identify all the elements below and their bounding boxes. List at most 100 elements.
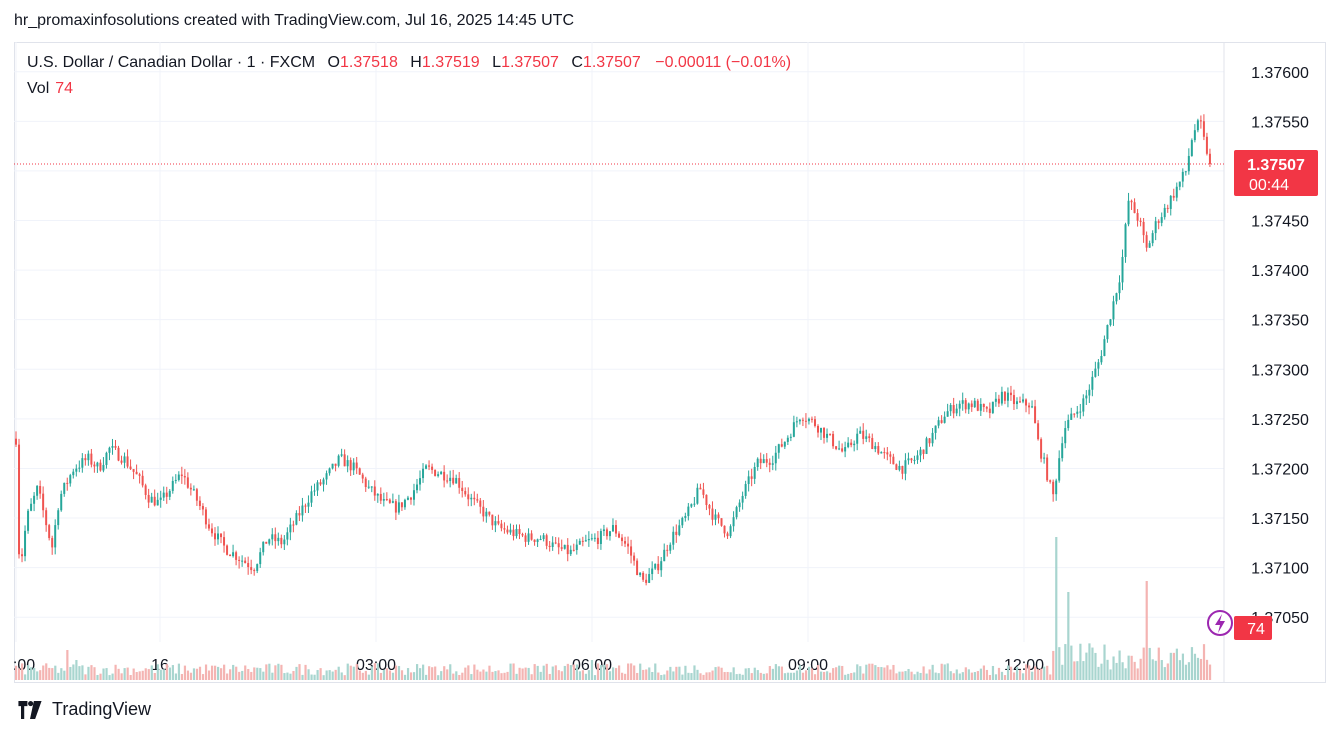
volume-bar	[69, 666, 72, 680]
candle-body	[949, 405, 952, 412]
candle-body	[720, 518, 723, 526]
candle-body	[207, 524, 210, 529]
candle-body	[1034, 406, 1037, 424]
candle-body	[352, 462, 355, 471]
volume-bar	[337, 666, 340, 680]
volume-bar	[512, 663, 515, 680]
volume-bar	[783, 673, 787, 680]
volume-bar	[847, 673, 850, 680]
symbol-title[interactable]: U.S. Dollar / Canadian Dollar · 1 · FXCM	[27, 54, 316, 71]
candle-body	[488, 511, 491, 515]
candle-body	[602, 529, 605, 532]
candle-body	[723, 525, 726, 534]
volume-bar	[340, 672, 343, 680]
volume-bar	[943, 664, 946, 680]
volume-bar	[1064, 644, 1067, 680]
volume-bar	[1018, 669, 1022, 680]
volume-bar	[1052, 650, 1055, 680]
candle-body	[1049, 480, 1052, 482]
candle-body	[596, 537, 599, 544]
volume-bar	[54, 665, 57, 680]
volume-bar	[479, 671, 482, 680]
candle-body	[696, 487, 699, 504]
volume-bar	[277, 663, 280, 680]
candle-body	[1127, 200, 1130, 225]
volume-bar	[201, 674, 205, 680]
candle-body	[940, 420, 943, 423]
candle-body	[599, 531, 602, 544]
candle-body	[675, 531, 678, 535]
volume-bar	[907, 668, 910, 680]
volume-bar	[1166, 663, 1169, 680]
volume-bar	[452, 673, 455, 680]
volume-bar	[654, 663, 657, 680]
volume-bar	[274, 665, 277, 680]
volume-bar	[464, 667, 467, 680]
candle-body	[961, 400, 964, 404]
volume-bar	[1163, 667, 1166, 680]
volume-bar	[1046, 665, 1049, 680]
volume-bar	[147, 669, 150, 680]
volume-bar	[702, 674, 705, 680]
volume-bar	[165, 664, 168, 680]
candle-body	[654, 563, 657, 569]
volume-bar	[48, 667, 51, 680]
volume-bar	[397, 666, 401, 680]
y-tick-label: 1.37100	[1251, 561, 1309, 578]
chart-area[interactable]: 1.376001.375501.375001.374501.374001.373…	[14, 42, 1326, 683]
candle-body	[307, 502, 310, 507]
volume-bar	[979, 668, 982, 680]
candle-body	[283, 539, 286, 545]
candle-body	[636, 560, 639, 576]
volume-bar	[780, 666, 784, 680]
y-tick-label: 1.37300	[1251, 362, 1309, 379]
volume-bar	[792, 672, 796, 680]
candle-body	[994, 398, 997, 402]
candle-body	[566, 544, 569, 555]
candle-body	[24, 530, 27, 557]
volume-bar	[289, 673, 292, 680]
volume-bar	[853, 672, 856, 680]
volume-bar	[129, 675, 132, 680]
volume-bar	[361, 672, 364, 680]
candle-body	[627, 543, 630, 547]
volume-bar	[30, 667, 33, 680]
price-chart-svg[interactable]: 1.376001.375501.375001.374501.374001.373…	[14, 42, 1326, 683]
volume-bar	[90, 665, 93, 680]
candle-body	[394, 501, 397, 513]
volume-bar	[681, 674, 684, 680]
volume-bar	[292, 671, 295, 680]
volume-bar	[217, 666, 220, 680]
volume-bar	[138, 671, 141, 680]
volume-bar	[678, 666, 681, 680]
volume-bar	[515, 673, 518, 680]
candle-body	[397, 502, 400, 513]
tradingview-logo-icon	[18, 700, 42, 719]
y-tick-label: 1.37350	[1251, 313, 1309, 330]
volume-bar	[1070, 645, 1073, 680]
candle-body	[1006, 392, 1009, 401]
candle-body	[575, 544, 578, 551]
candle-body	[913, 459, 916, 461]
candle-body	[1091, 376, 1094, 390]
candle-body	[204, 509, 207, 525]
candle-body	[548, 545, 551, 547]
volume-bar	[696, 669, 699, 680]
candle-body	[72, 471, 75, 476]
volume-bar	[186, 670, 190, 680]
y-tick-label: 1.37450	[1251, 214, 1309, 231]
candle-body	[853, 443, 856, 446]
candle-body	[39, 485, 42, 494]
volume-bar	[762, 673, 765, 680]
candle-body	[916, 455, 919, 460]
candle-body	[614, 525, 617, 534]
candle-body	[621, 537, 624, 542]
candle-body	[690, 504, 693, 507]
chart-header-text: hr_promaxinfosolutions created with Trad…	[14, 12, 575, 29]
volume-bar	[262, 671, 265, 680]
volume-bar	[611, 667, 615, 680]
volume-bar	[213, 665, 217, 680]
candle-body	[557, 543, 560, 548]
candle-body	[437, 474, 440, 476]
candle-body	[96, 462, 99, 467]
